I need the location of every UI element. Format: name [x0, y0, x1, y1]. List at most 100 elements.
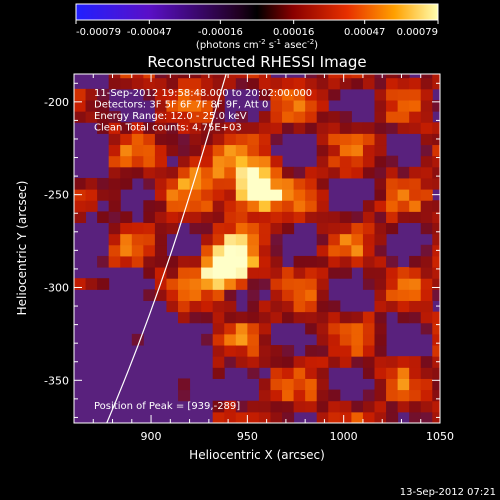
heatmap-cell	[409, 300, 422, 313]
heatmap-cell	[201, 155, 214, 168]
heatmap-cell	[85, 189, 98, 201]
heatmap-cell	[328, 255, 341, 268]
heatmap-cell	[178, 189, 191, 201]
heatmap-cell	[270, 166, 283, 179]
heatmap-cell	[362, 278, 376, 290]
heatmap-cell	[386, 166, 399, 179]
heatmap-cell	[397, 189, 410, 201]
heatmap-cell	[339, 166, 352, 179]
heatmap-cell	[316, 189, 329, 201]
heatmap-cell	[339, 211, 352, 224]
heatmap-cell	[212, 267, 225, 279]
heatmap-cell	[351, 133, 364, 146]
heatmap-cell	[224, 411, 237, 423]
heatmap-cell	[224, 233, 237, 246]
heatmap-cell	[374, 367, 387, 379]
heatmap-cell	[224, 133, 237, 146]
heatmap-cell	[409, 278, 422, 290]
heatmap-cell	[374, 99, 387, 112]
heatmap-cell	[432, 278, 440, 290]
heatmap-cell	[420, 200, 433, 212]
heatmap-cell	[386, 255, 399, 268]
heatmap-cell	[201, 111, 214, 123]
heatmap-image	[74, 74, 440, 423]
heatmap-cell	[328, 211, 341, 224]
heatmap-cell	[397, 289, 410, 301]
heatmap-cell	[282, 356, 295, 368]
heatmap-cell	[282, 367, 295, 379]
heatmap-cell	[189, 77, 202, 90]
heatmap-cell	[247, 189, 260, 201]
heatmap-cell	[351, 122, 364, 134]
heatmap-cell	[386, 289, 399, 301]
heatmap-cell	[270, 233, 283, 246]
heatmap-cell	[420, 400, 433, 413]
heatmap-cell	[154, 233, 167, 246]
heatmap-cell	[258, 356, 271, 368]
heatmap-cell	[351, 144, 364, 157]
heatmap-cell	[293, 255, 306, 268]
heatmap-cell	[362, 322, 376, 335]
heatmap-cell	[258, 233, 271, 246]
heatmap-cell	[166, 122, 179, 134]
heatmap-cell	[201, 74, 214, 79]
heatmap-cell	[235, 244, 248, 257]
heatmap-cell	[97, 88, 110, 101]
heatmap-cell	[386, 356, 399, 368]
heatmap-cell	[258, 333, 271, 346]
heatmap-cell	[420, 278, 433, 290]
heatmap-cell	[235, 74, 248, 79]
heatmap-cell	[362, 74, 376, 79]
heatmap-cell	[201, 166, 214, 179]
heatmap-cell	[362, 389, 376, 402]
heatmap-cell	[351, 322, 364, 335]
heatmap-cell	[282, 177, 295, 190]
heatmap-cell	[397, 200, 410, 212]
heatmap-cell	[397, 300, 410, 313]
heatmap-cell	[351, 411, 364, 423]
heatmap-cell	[97, 189, 110, 201]
heatmap-cell	[85, 200, 98, 212]
heatmap-cell	[154, 111, 167, 123]
colorbar-tick-label: 0.00016	[273, 27, 314, 38]
heatmap-cell	[201, 99, 214, 112]
heatmap-cell	[420, 133, 433, 146]
heatmap-cell	[212, 155, 225, 168]
heatmap-cell	[339, 356, 352, 368]
heatmap-cell	[386, 222, 399, 235]
heatmap-cell	[374, 311, 387, 324]
heatmap-cell	[143, 200, 156, 212]
heatmap-cell	[374, 166, 387, 179]
y-tick-label: -250	[44, 189, 69, 202]
heatmap-cell	[178, 122, 191, 134]
heatmap-cell	[143, 77, 156, 90]
heatmap-cell	[420, 222, 433, 235]
heatmap-cell	[235, 77, 248, 90]
heatmap-cell	[154, 244, 167, 257]
heatmap-cell	[258, 389, 271, 402]
heatmap-cell	[386, 155, 399, 168]
heatmap-cell	[316, 255, 329, 268]
heatmap-cell	[432, 400, 440, 413]
heatmap-cell	[420, 88, 433, 101]
heatmap-cell	[258, 77, 271, 90]
heatmap-cell	[316, 222, 329, 235]
heatmap-cell	[108, 111, 121, 123]
heatmap-cell	[316, 289, 329, 301]
heatmap-cell	[178, 99, 191, 112]
heatmap-cell	[386, 411, 399, 423]
colorbar-tick-label: 0.00047	[344, 27, 385, 38]
heatmap-cell	[258, 211, 271, 224]
heatmap-cell	[247, 322, 260, 335]
heatmap-cell	[282, 411, 295, 423]
heatmap-cell	[270, 267, 283, 279]
heatmap-cell	[305, 211, 318, 224]
heatmap-cell	[143, 222, 156, 235]
heatmap-cell	[178, 300, 191, 313]
heatmap-cell	[293, 111, 306, 123]
heatmap-cell	[397, 122, 410, 134]
heatmap-cell	[178, 177, 191, 190]
heatmap-cell	[97, 177, 110, 190]
heatmap-cell	[212, 77, 225, 90]
heatmap-cell	[224, 356, 237, 368]
